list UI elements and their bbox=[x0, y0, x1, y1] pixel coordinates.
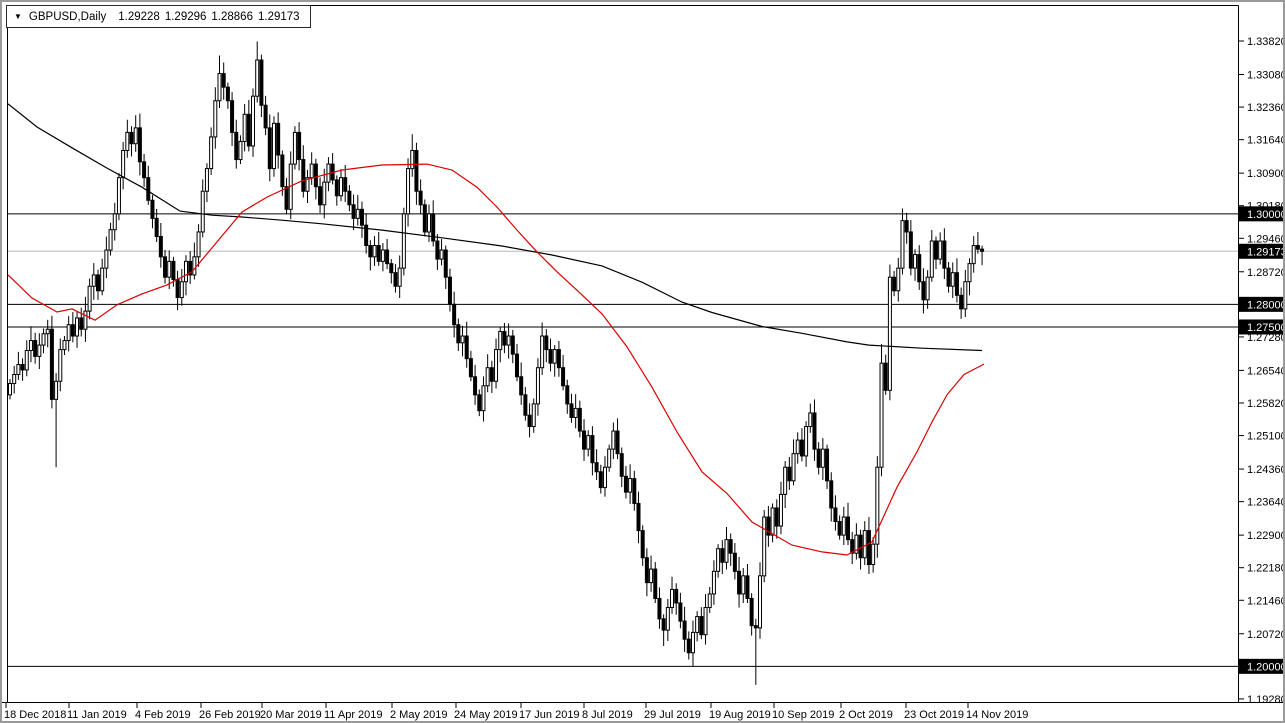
symbol-timeframe-label: GBPUSD,Daily bbox=[28, 10, 107, 23]
svg-text:14 Nov 2019: 14 Nov 2019 bbox=[966, 709, 1028, 721]
svg-text:23 Oct 2019: 23 Oct 2019 bbox=[904, 709, 964, 721]
svg-text:11 Apr 2019: 11 Apr 2019 bbox=[324, 709, 383, 721]
svg-text:4 Feb 2019: 4 Feb 2019 bbox=[135, 709, 191, 721]
time-axis[interactable]: 18 Dec 2018 11 Jan 2019 4 Feb 2019 26 Feb 2… bbox=[4, 703, 1028, 721]
svg-text:10 Sep 2019: 10 Sep 2019 bbox=[772, 709, 834, 721]
symbol-title-box[interactable]: ▼ GBPUSD,Daily 1.29228 1.29296 1.28866 1… bbox=[6, 5, 311, 28]
svg-text:2 May 2019: 2 May 2019 bbox=[390, 709, 447, 721]
svg-text:1.21460: 1.21460 bbox=[1247, 595, 1285, 607]
svg-text:1.25100: 1.25100 bbox=[1247, 431, 1285, 443]
svg-text:1.32360: 1.32360 bbox=[1247, 102, 1285, 114]
svg-text:1.30900: 1.30900 bbox=[1247, 168, 1285, 180]
svg-text:1.26540: 1.26540 bbox=[1247, 365, 1285, 377]
price-axis[interactable]: 1.338201.330801.323601.316401.309001.301… bbox=[1239, 36, 1285, 706]
svg-text:18 Dec 2018: 18 Dec 2018 bbox=[4, 709, 66, 721]
svg-text:1.30000: 1.30000 bbox=[1247, 209, 1285, 221]
svg-text:1.29460: 1.29460 bbox=[1247, 233, 1285, 245]
quote-open: 1.29228 bbox=[118, 10, 160, 23]
ma-fast-red-line bbox=[8, 163, 985, 556]
svg-text:1.31640: 1.31640 bbox=[1247, 135, 1285, 147]
chart-frame bbox=[2, 5, 1283, 703]
svg-text:2 Oct 2019: 2 Oct 2019 bbox=[839, 709, 893, 721]
svg-text:1.33820: 1.33820 bbox=[1247, 36, 1285, 48]
svg-text:1.29173: 1.29173 bbox=[1247, 246, 1285, 258]
candlestick-series bbox=[8, 41, 985, 685]
svg-text:1.25820: 1.25820 bbox=[1247, 398, 1285, 410]
svg-text:26 Feb 2019: 26 Feb 2019 bbox=[199, 709, 261, 721]
horizontal-level-lines[interactable] bbox=[8, 213, 1238, 667]
svg-text:1.24360: 1.24360 bbox=[1247, 464, 1285, 476]
svg-text:1.22180: 1.22180 bbox=[1247, 563, 1285, 575]
svg-text:19 Aug 2019: 19 Aug 2019 bbox=[709, 709, 771, 721]
svg-text:1.19280: 1.19280 bbox=[1247, 694, 1285, 706]
quote-close: 1.29173 bbox=[257, 10, 300, 23]
quote-low: 1.28866 bbox=[211, 10, 253, 23]
svg-text:20 Mar 2019: 20 Mar 2019 bbox=[260, 709, 322, 721]
svg-text:1.22900: 1.22900 bbox=[1247, 530, 1285, 542]
svg-text:1.20720: 1.20720 bbox=[1247, 629, 1285, 641]
svg-text:1.28720: 1.28720 bbox=[1247, 267, 1285, 279]
svg-text:1.27500: 1.27500 bbox=[1247, 322, 1285, 334]
svg-text:1.33080: 1.33080 bbox=[1247, 69, 1285, 81]
quote-high: 1.29296 bbox=[164, 10, 207, 23]
symbol-dropdown-icon[interactable]: ▼ bbox=[14, 11, 22, 21]
svg-text:1.27280: 1.27280 bbox=[1247, 332, 1285, 344]
svg-text:24 May 2019: 24 May 2019 bbox=[454, 709, 518, 721]
svg-text:17 Jun 2019: 17 Jun 2019 bbox=[519, 709, 580, 721]
svg-text:1.20000: 1.20000 bbox=[1247, 661, 1285, 673]
svg-text:1.28000: 1.28000 bbox=[1247, 299, 1285, 311]
ma-slow-black-line bbox=[8, 103, 983, 352]
svg-text:8 Jul 2019: 8 Jul 2019 bbox=[582, 709, 633, 721]
svg-text:29 Jul 2019: 29 Jul 2019 bbox=[644, 709, 701, 721]
svg-text:11 Jan 2019: 11 Jan 2019 bbox=[67, 709, 127, 721]
svg-text:1.23640: 1.23640 bbox=[1247, 497, 1285, 509]
